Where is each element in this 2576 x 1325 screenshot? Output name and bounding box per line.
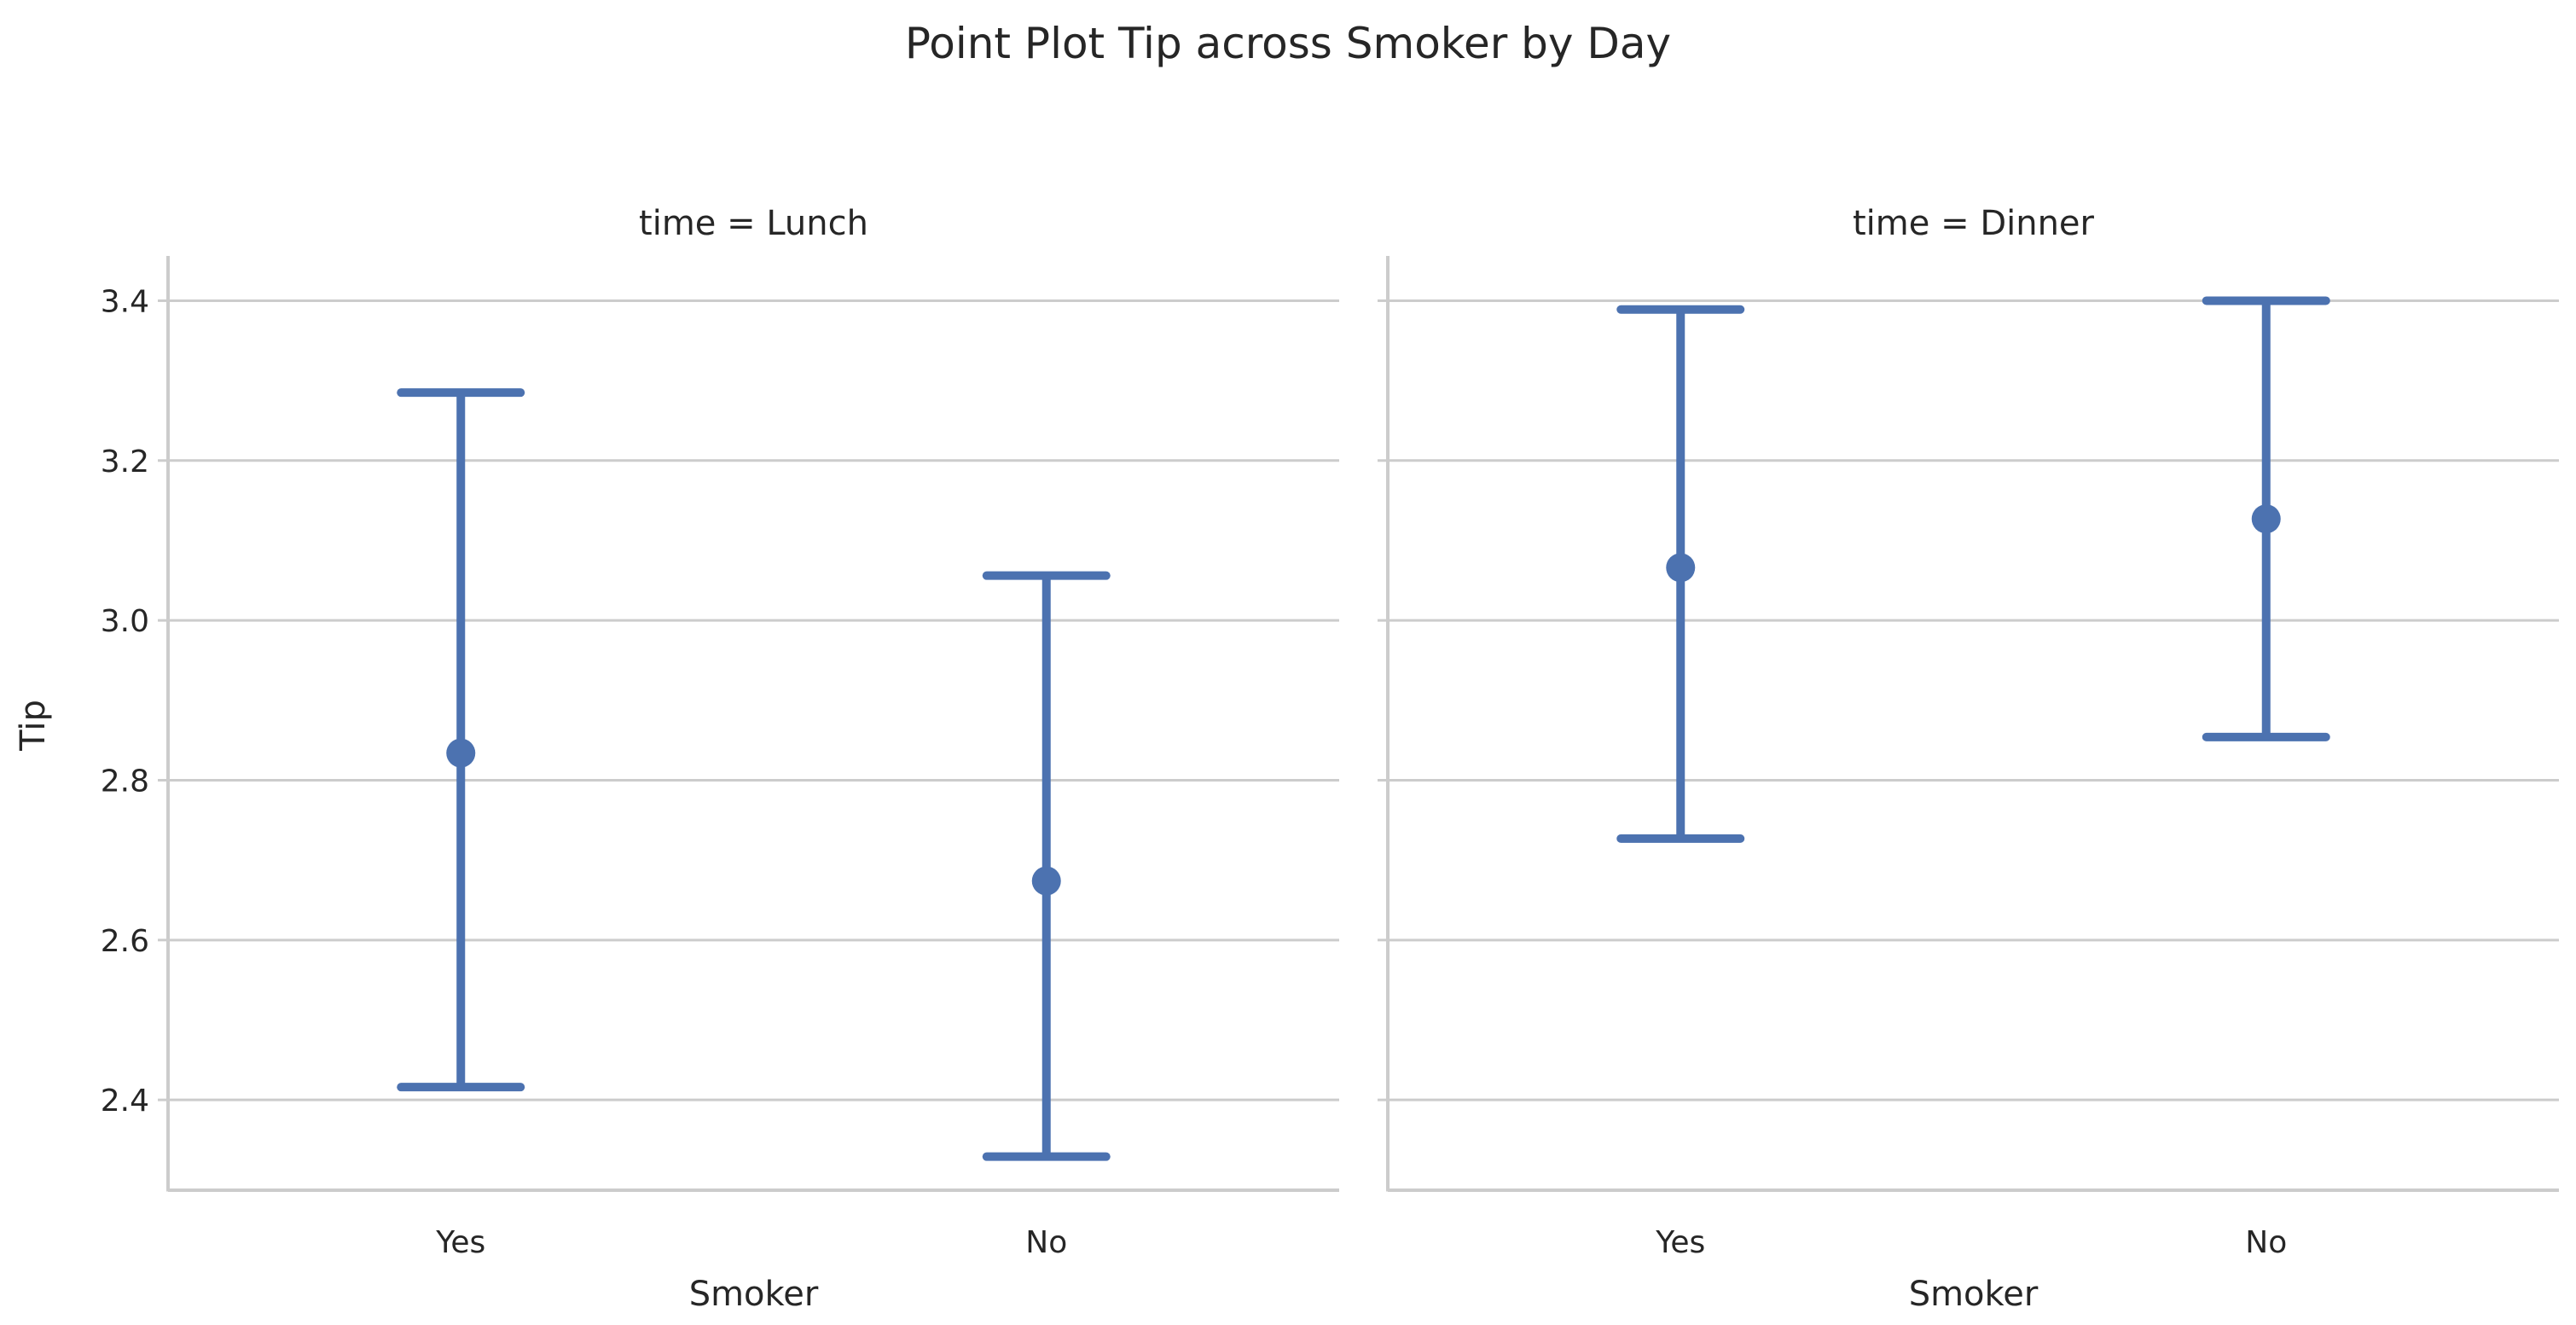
x-tick-label: Yes	[1655, 1225, 1705, 1260]
panel-title: time = Lunch	[639, 204, 868, 243]
y-tick-label: 2.8	[101, 764, 149, 799]
x-tick-label: No	[2245, 1225, 2287, 1260]
data-point	[2251, 504, 2281, 534]
chart-panels: time = Lunch 2.4 2.6 2.8 3.0 3.2 3.4 Yes No Smoke…	[101, 204, 2559, 1314]
panel-title: time = Dinner	[1853, 204, 2095, 243]
y-tick-label: 3.2	[101, 445, 149, 479]
y-tick-label: 2.4	[101, 1084, 149, 1119]
chart-title: Point Plot Tip across Smoker by Day	[905, 19, 1671, 68]
x-axis-label: Smoker	[689, 1275, 819, 1314]
data-point	[1031, 866, 1061, 896]
data-point	[1666, 553, 1696, 583]
y-tick-label: 2.6	[101, 924, 149, 959]
panel-0: time = Lunch 2.4 2.6 2.8 3.0 3.2 3.4 Yes No Smoke…	[101, 204, 1339, 1314]
x-tick-label: Yes	[435, 1225, 485, 1260]
x-tick-label: No	[1025, 1225, 1067, 1260]
x-axis-label: Smoker	[1909, 1275, 2039, 1314]
panel-1: time = Dinner Yes No Smoker	[1378, 204, 2559, 1314]
y-tick-label: 3.0	[101, 604, 149, 639]
y-tick-label: 3.4	[101, 284, 149, 319]
data-point	[446, 738, 476, 768]
y-axis-label: Tip	[14, 700, 53, 752]
